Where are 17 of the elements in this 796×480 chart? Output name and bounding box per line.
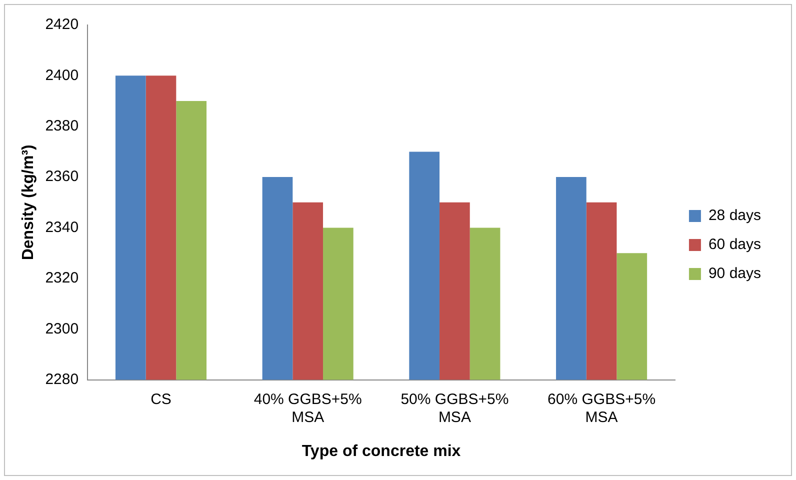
y-tick-label: 2340 xyxy=(45,218,79,236)
y-axis-title: Density (kg/m³) xyxy=(20,144,38,260)
y-tick-label: 2420 xyxy=(45,16,79,34)
y-tick-label: 2320 xyxy=(45,270,79,287)
y-tick-label: 2400 xyxy=(45,66,79,84)
x-tick-label: 40% GGBS+5% MSA xyxy=(254,390,362,426)
legend-label: 60 days xyxy=(708,236,762,254)
y-tick-label: 2380 xyxy=(45,118,79,135)
legend-label: 28 days xyxy=(708,207,762,224)
x-axis-title: Type of concrete mix xyxy=(302,442,461,460)
y-tick-label: 2360 xyxy=(45,168,79,186)
x-tick-label: 60% GGBS+5% MSA xyxy=(548,390,656,426)
y-tick-label: 2300 xyxy=(45,320,79,338)
legend-label: 90 days xyxy=(708,265,762,282)
y-tick-label: 2280 xyxy=(45,370,79,388)
x-tick-label: CS xyxy=(150,390,172,408)
x-tick-label: 50% GGBS+5% MSA xyxy=(400,390,509,426)
